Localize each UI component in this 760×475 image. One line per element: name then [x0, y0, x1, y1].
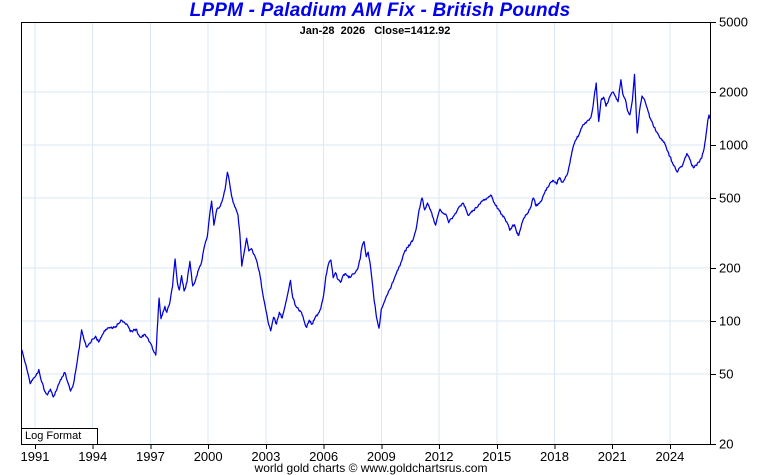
chart-title: LPPM - Paladium AM Fix - British Pounds [189, 0, 571, 21]
x-tick-label: 2024 [655, 449, 684, 464]
y-tick-label: 200 [719, 261, 741, 276]
log-format-label: Log Format [25, 430, 82, 442]
x-tick-label: 2003 [251, 449, 280, 464]
x-tick-label: 2000 [194, 449, 223, 464]
x-tick-label: 2015 [482, 449, 511, 464]
y-tick-label: 50 [719, 366, 733, 381]
x-tick-label: 2006 [309, 449, 338, 464]
y-tick-label: 5000 [719, 15, 748, 30]
x-tick-label: 2021 [598, 449, 627, 464]
y-tick-label: 100 [719, 313, 741, 328]
x-tick-label: 2018 [540, 449, 569, 464]
x-tick-label: 2012 [425, 449, 454, 464]
x-axis-labels: 1991 1994 1997 2000 2003 2006 2009 2012 2015 2018… [21, 444, 684, 464]
chart-subtitle: Jan-28 2026 Close=1412.92 [299, 25, 451, 37]
y-tick-label: 1000 [719, 138, 748, 153]
gridlines [21, 22, 710, 444]
log-format-box [21, 428, 98, 445]
x-tick-label: 1991 [21, 449, 50, 464]
plot-border [21, 22, 711, 445]
x-tick-label: 1994 [78, 449, 107, 464]
y-tick-label: 500 [719, 190, 741, 205]
y-axis-labels: 5000 2000 1000 500 200 100 50 20 [710, 15, 748, 452]
y-tick-label: 20 [719, 437, 733, 452]
y-tick-label: 2000 [719, 85, 748, 100]
x-tick-label: 1997 [136, 449, 165, 464]
x-tick-label: 2009 [367, 449, 396, 464]
footer-credit: world gold charts © www.goldchartsrus.co… [254, 461, 488, 475]
price-line [21, 73, 710, 398]
